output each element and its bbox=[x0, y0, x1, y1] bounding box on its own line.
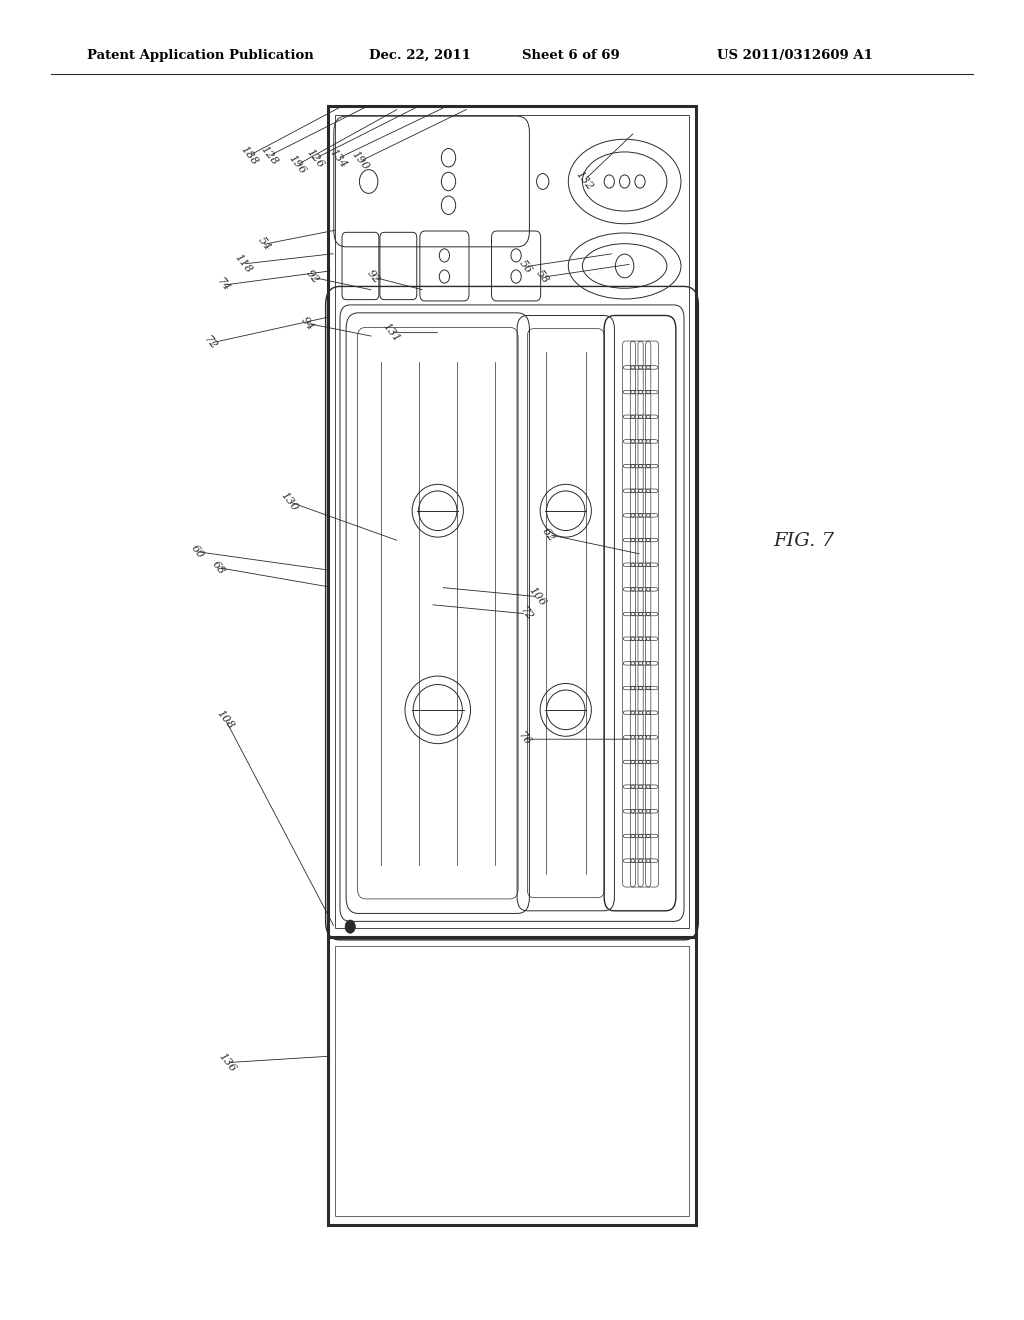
Text: 130: 130 bbox=[279, 490, 299, 513]
Text: Patent Application Publication: Patent Application Publication bbox=[87, 49, 313, 62]
Bar bbox=[335, 115, 689, 928]
Text: 131: 131 bbox=[381, 321, 401, 345]
Text: Dec. 22, 2011: Dec. 22, 2011 bbox=[369, 49, 470, 62]
Text: 118: 118 bbox=[232, 252, 253, 276]
Text: 128: 128 bbox=[259, 144, 280, 168]
Text: 62: 62 bbox=[541, 525, 557, 544]
Text: 126: 126 bbox=[305, 147, 326, 170]
Text: FIG. 7: FIG. 7 bbox=[773, 532, 835, 550]
Text: 94: 94 bbox=[299, 314, 315, 333]
Text: 188: 188 bbox=[239, 144, 259, 168]
Text: 196: 196 bbox=[287, 153, 307, 177]
Bar bbox=[335, 946, 689, 1216]
Text: 58: 58 bbox=[535, 268, 551, 286]
Text: 56: 56 bbox=[517, 257, 534, 276]
Text: 60: 60 bbox=[189, 543, 206, 561]
Circle shape bbox=[345, 920, 355, 933]
Text: 132: 132 bbox=[573, 169, 594, 193]
Text: 92: 92 bbox=[304, 268, 321, 286]
Text: US 2011/0312609 A1: US 2011/0312609 A1 bbox=[717, 49, 872, 62]
Text: 106: 106 bbox=[527, 585, 548, 609]
Text: 136: 136 bbox=[217, 1051, 238, 1074]
Bar bbox=[328, 937, 696, 1225]
Text: 72: 72 bbox=[202, 334, 218, 352]
Text: 92: 92 bbox=[366, 268, 382, 286]
Text: 72: 72 bbox=[518, 605, 535, 623]
Text: 134: 134 bbox=[328, 147, 348, 170]
Text: Sheet 6 of 69: Sheet 6 of 69 bbox=[522, 49, 620, 62]
Bar bbox=[328, 106, 696, 937]
Text: 76: 76 bbox=[516, 730, 532, 748]
Text: 54: 54 bbox=[256, 235, 272, 253]
Text: 74: 74 bbox=[215, 276, 231, 294]
Text: 108: 108 bbox=[215, 708, 236, 731]
Text: 190: 190 bbox=[350, 149, 371, 173]
Text: 68: 68 bbox=[210, 558, 226, 577]
